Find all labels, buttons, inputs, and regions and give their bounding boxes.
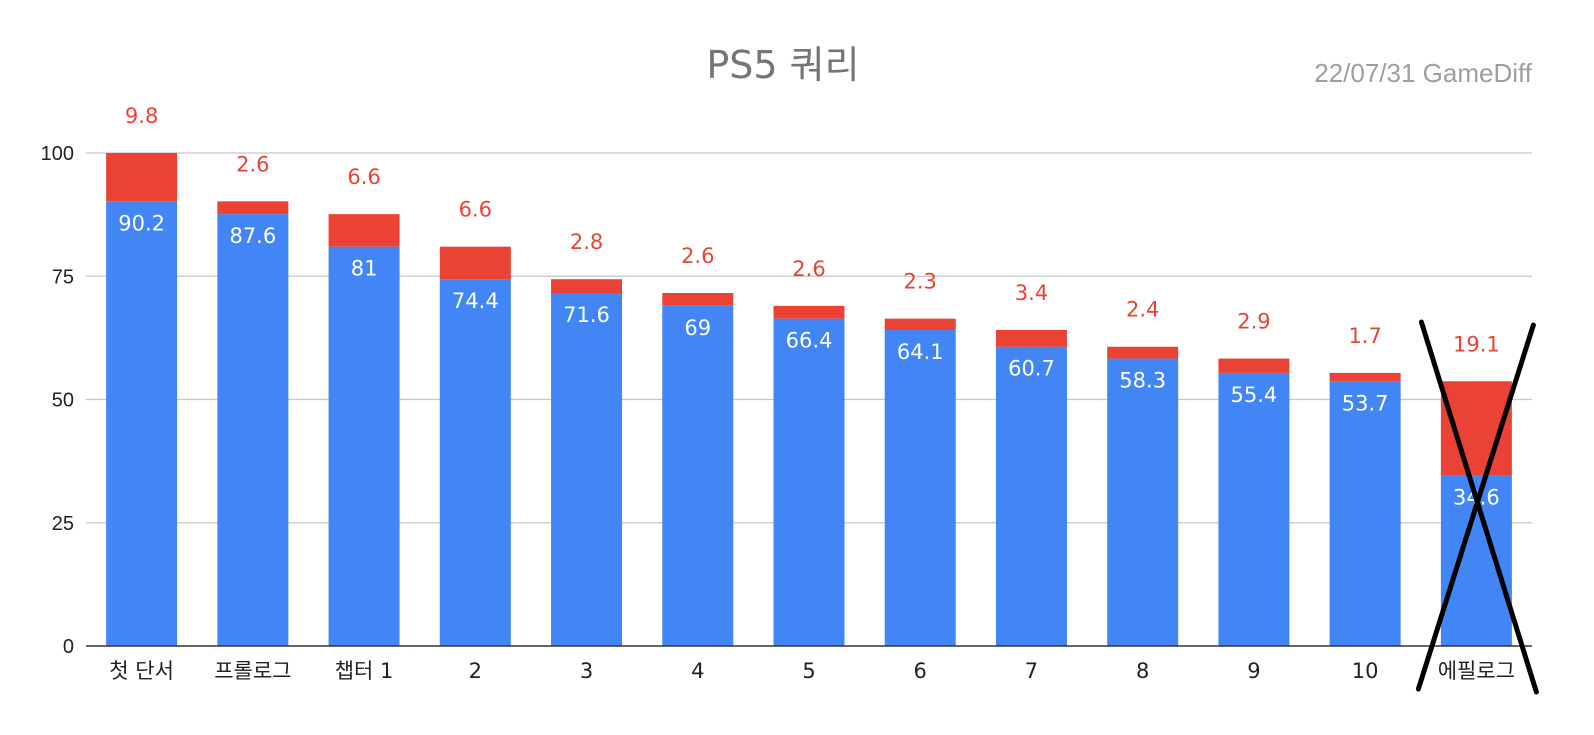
data-label-upper: 9.8: [125, 104, 158, 128]
bar-segment-upper: [773, 305, 845, 319]
bar-segment-upper: [995, 329, 1067, 347]
x-tick-label: 첫 단서: [109, 659, 174, 683]
cross-out-annotation: [1415, 319, 1539, 695]
bar-segment-upper: [1107, 346, 1179, 359]
x-tick-label: 6: [914, 659, 927, 683]
chart-title: PS5 쿼리: [706, 43, 859, 87]
bar-segment-upper: [551, 279, 623, 294]
y-axis-ticks: 0 25 50 75 100: [41, 143, 74, 658]
data-label-lower: 81: [351, 257, 378, 281]
y-tick-label: 100: [41, 143, 74, 165]
bar-segment-upper: [1218, 358, 1290, 373]
bar-segment-upper: [217, 201, 289, 215]
bar-segment-lower: [1218, 372, 1290, 646]
data-label-upper: 2.3: [904, 270, 937, 294]
bar-segment-upper: [106, 153, 178, 202]
data-label-upper: 6.6: [459, 198, 492, 222]
bar-segment-lower: [551, 293, 623, 646]
data-label-lower: 66.4: [786, 329, 833, 353]
bar-segment-lower: [217, 214, 289, 646]
bar-segment-lower: [1329, 381, 1401, 646]
data-label-lower: 69: [684, 316, 711, 340]
data-label-upper: 19.1: [1453, 332, 1500, 356]
x-tick-label: 프롤로그: [214, 659, 291, 683]
x-tick-label: 9: [1247, 659, 1260, 683]
bar-segment-upper: [328, 214, 400, 247]
bar-segment-lower: [662, 305, 734, 646]
bar-segment-lower: [328, 246, 400, 647]
data-label-lower: 90.2: [118, 211, 165, 235]
bars: [106, 153, 1512, 647]
y-tick-label: 75: [52, 266, 74, 288]
y-tick-label: 0: [63, 636, 74, 658]
x-tick-label: 7: [1025, 659, 1038, 683]
data-label-upper: 2.9: [1237, 310, 1270, 334]
bar-segment-lower: [106, 201, 178, 646]
data-label-upper: 6.6: [347, 165, 380, 189]
cross-out-stroke: [1415, 322, 1536, 692]
bar-segment-upper: [1329, 372, 1401, 382]
y-tick-label: 25: [52, 513, 74, 535]
bar-segment-upper: [884, 318, 956, 330]
bar-segment-lower: [439, 279, 511, 646]
x-tick-label: 2: [469, 659, 482, 683]
x-tick-label: 10: [1352, 659, 1379, 683]
data-label-upper: 2.6: [236, 152, 269, 176]
data-label-lower: 71.6: [563, 303, 610, 327]
cross-out-stroke: [1418, 319, 1539, 695]
data-label-lower: 64.1: [897, 340, 944, 364]
x-tick-label: 에필로그: [1438, 659, 1515, 683]
data-label-upper: 1.7: [1348, 324, 1381, 348]
bar-segment-lower: [884, 329, 956, 646]
bar-segment-upper: [662, 293, 734, 306]
data-label-lower: 60.7: [1008, 357, 1055, 381]
bar-segment-upper: [439, 246, 511, 280]
data-label-upper: 2.6: [792, 257, 825, 281]
data-label-upper: 2.6: [681, 244, 714, 268]
x-tick-label: 8: [1136, 659, 1149, 683]
x-tick-label: 5: [802, 659, 815, 683]
bar-segment-lower: [1107, 358, 1179, 646]
data-label-lower: 55.4: [1231, 383, 1278, 407]
x-tick-label: 4: [691, 659, 704, 683]
chart-subtitle: 22/07/31 GameDiff: [1314, 58, 1533, 88]
x-axis-ticks: 첫 단서 프롤로그 챕터 1 2 3 4 5 6 7 8 9 10 에필로그: [109, 659, 1515, 683]
data-label-upper: 3.4: [1015, 281, 1048, 305]
x-tick-label: 챕터 1: [335, 659, 394, 683]
data-label-upper: 2.8: [570, 230, 603, 254]
data-label-lower: 74.4: [452, 289, 499, 313]
data-label-lower: 58.3: [1119, 369, 1166, 393]
bar-segment-lower: [995, 346, 1067, 646]
data-label-lower: 53.7: [1342, 391, 1389, 415]
data-label-lower: 87.6: [229, 224, 276, 248]
data-label-upper: 2.4: [1126, 298, 1159, 322]
x-tick-label: 3: [580, 659, 593, 683]
bar-segment-lower: [773, 318, 845, 646]
y-tick-label: 50: [52, 390, 74, 412]
data-labels: 90.2 9.8 87.6 2.6 81 6.6 74.4 6.6 71.6 2.8 69 2.6 66…: [118, 104, 1500, 509]
